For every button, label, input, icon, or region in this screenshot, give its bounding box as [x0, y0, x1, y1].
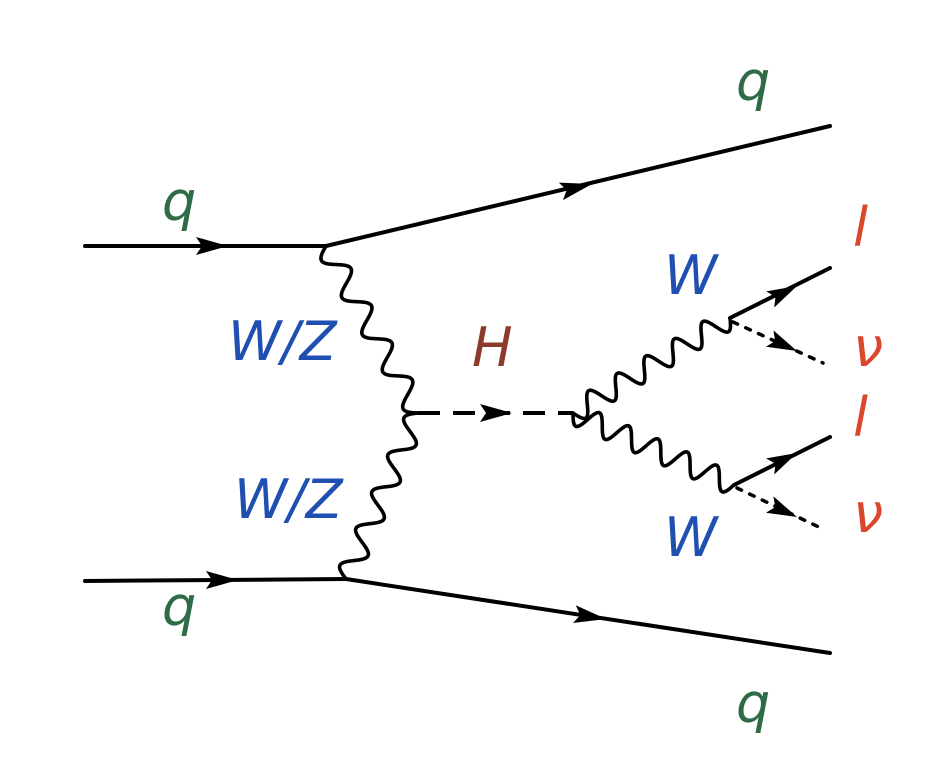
arrowhead-neutrino-bottom	[765, 496, 797, 517]
label-neutrino-bottom: ν	[853, 482, 883, 545]
arrowhead-outgoing-bottom	[573, 605, 606, 624]
neutrino-top-line	[731, 320, 825, 365]
label-lepton-top: l	[853, 196, 868, 259]
arrowhead-lepton-bottom	[766, 453, 797, 475]
label-incoming-quark-top: q	[162, 170, 196, 233]
label-outgoing-quark-bottom: q	[736, 672, 770, 735]
arrowhead-lepton-top	[766, 286, 797, 308]
arrowhead-incoming-bottom	[206, 571, 238, 589]
w-boson-bottom-propagator	[571, 410, 736, 494]
label-outgoing-quark-top: q	[736, 50, 770, 113]
label-w-boson-top: W	[664, 244, 720, 307]
label-w-boson-bottom: W	[664, 506, 720, 569]
arrowhead-neutrino-top	[765, 330, 797, 351]
label-wz-boson-top: W/Z	[228, 310, 338, 373]
arrowhead-incoming-top	[196, 237, 228, 255]
label-incoming-quark-bottom: q	[162, 575, 196, 638]
arrowhead-higgs	[480, 404, 512, 422]
label-lepton-bottom: l	[853, 386, 868, 449]
w-boson-top-propagator	[571, 316, 733, 421]
wz-boson-bottom-propagator	[337, 411, 420, 581]
label-neutrino-top: ν	[853, 316, 883, 379]
wz-boson-top-propagator	[319, 244, 420, 415]
label-higgs: H	[472, 316, 513, 379]
label-wz-boson-bottom: W/Z	[234, 468, 344, 531]
arrowhead-outgoing-top	[558, 182, 592, 201]
